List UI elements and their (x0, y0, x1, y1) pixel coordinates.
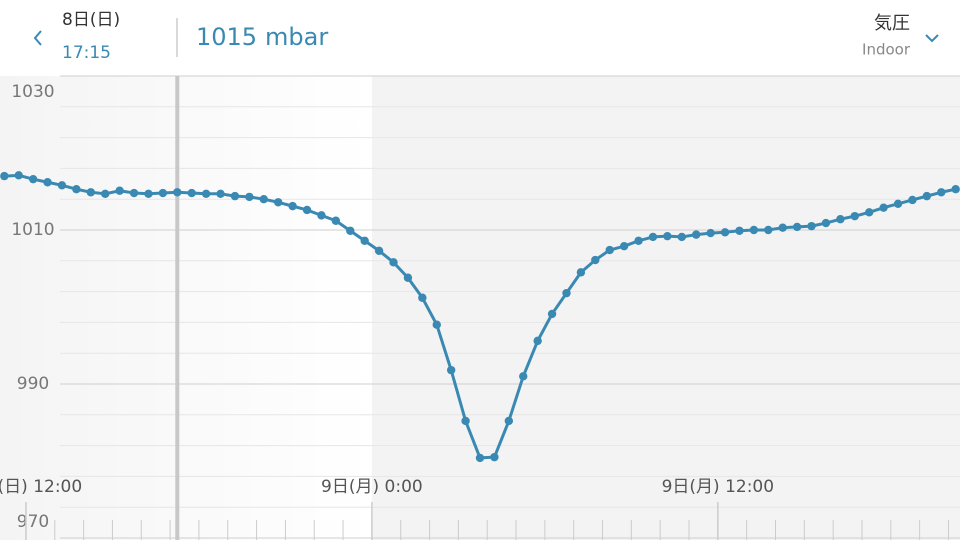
data-point (605, 245, 614, 255)
y-tick-label: 990 (17, 374, 49, 394)
unit: mbar (265, 23, 328, 51)
data-point (461, 416, 470, 426)
data-point (129, 188, 139, 198)
data-point (101, 189, 110, 199)
data-point (0, 171, 9, 181)
data-point (836, 215, 845, 224)
y-tick-label: 1030 (11, 82, 54, 102)
data-point (807, 221, 816, 231)
x-tick-label: 8日(日) 12:00 (0, 477, 82, 497)
data-point (14, 171, 23, 180)
data-point (432, 320, 441, 329)
data-point (28, 174, 38, 184)
data-point (778, 223, 787, 232)
data-point (57, 181, 67, 190)
data-point (692, 230, 701, 239)
data-point (331, 216, 341, 225)
data-point (374, 246, 384, 255)
data-point (591, 255, 600, 265)
y-tick-label: 970 (17, 512, 49, 532)
data-point (519, 372, 528, 381)
data-point (201, 189, 211, 199)
data-point (72, 184, 81, 194)
data-point (937, 188, 946, 197)
data-point (173, 188, 182, 197)
data-point (562, 288, 571, 298)
data-point (706, 228, 715, 238)
data-point (634, 236, 643, 245)
data-point (792, 222, 802, 232)
data-point (951, 184, 960, 194)
data-point (115, 186, 124, 195)
time: 17:15 (62, 43, 111, 63)
data-point (317, 211, 326, 220)
data-point (490, 452, 499, 462)
data-point (446, 365, 456, 375)
data-point (533, 336, 542, 346)
data-point (389, 258, 398, 267)
back-button[interactable] (33, 30, 42, 46)
data-point (245, 192, 254, 202)
dropdown-chevron[interactable] (925, 34, 939, 43)
data-point (879, 203, 888, 212)
data-point (403, 273, 413, 282)
data-point (504, 416, 514, 426)
data-point (418, 293, 427, 302)
data-point (360, 236, 369, 245)
data-point (288, 201, 297, 211)
reading: 1015 (196, 23, 257, 51)
date: 8日(日) (62, 10, 120, 30)
measure[interactable]: 気圧 (874, 13, 910, 34)
data-point (273, 198, 283, 207)
data-point (663, 231, 672, 241)
data-point (547, 309, 557, 319)
plot-background (0, 76, 372, 540)
data-point (720, 228, 730, 237)
data-point (86, 188, 96, 197)
data-point (216, 189, 225, 199)
data-point (187, 188, 196, 198)
header-bar (0, 0, 960, 75)
data-point (648, 232, 658, 242)
data-point (43, 178, 52, 187)
data-point (908, 195, 917, 205)
data-point (619, 241, 629, 251)
data-point (158, 188, 168, 198)
x-tick-label: 9日(月) 0:00 (321, 477, 423, 497)
y-tick-label: 1010 (11, 220, 54, 240)
data-point (230, 191, 240, 201)
data-point (764, 225, 773, 235)
data-point (302, 205, 312, 215)
data-point (821, 218, 831, 228)
data-point (893, 199, 903, 209)
data-point (749, 225, 759, 235)
data-point (576, 268, 586, 277)
data-point (259, 195, 268, 204)
data-point (475, 453, 485, 463)
plot-background (371, 76, 960, 540)
plot-area: 970 990 1010 1030 8日(日) 12:00 9日(月) 0:00 9日(月)… (0, 75, 960, 540)
data-point (346, 226, 355, 235)
data-point (864, 208, 874, 217)
data-point (144, 189, 153, 199)
data-point (850, 211, 859, 221)
x-tick-label: 9日(月) 12:00 (662, 477, 774, 497)
data-point (922, 191, 932, 201)
location[interactable]: Indoor (862, 41, 911, 59)
data-point (735, 226, 744, 235)
data-point (677, 232, 687, 242)
